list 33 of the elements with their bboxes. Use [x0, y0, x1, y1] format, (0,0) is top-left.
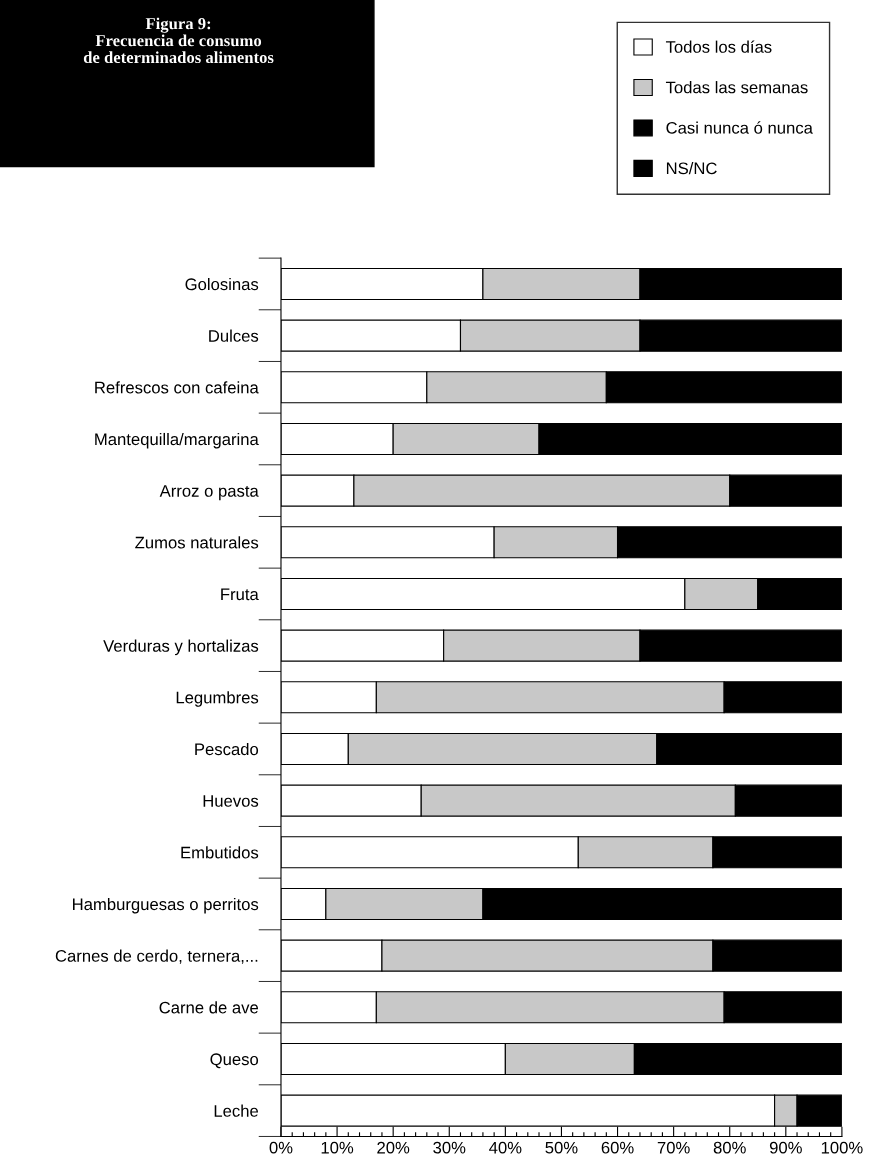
y-tick-label: Embutidos [181, 846, 259, 859]
x-tick-label: 30% [433, 1141, 466, 1154]
y-tick-label: Verduras y hortalizas [103, 639, 259, 656]
y-tick-label: Pescado [195, 742, 259, 756]
legend-label: Todos los días [665, 40, 772, 53]
y-tick-label: Fruta [221, 588, 259, 601]
y-tick-label: Zumos naturales [135, 536, 259, 549]
y-tick-label: Golosinas [185, 277, 259, 291]
legend-label: NS/NC [666, 161, 717, 175]
y-tick-label: Legumbres [176, 691, 259, 707]
x-tick-label: 0% [269, 1141, 293, 1154]
legend-label: Casi nunca ó nunca [666, 121, 813, 134]
y-tick-label: Carnes de cerdo, ternera,... [55, 949, 258, 964]
y-tick-label: Mantequilla/margarina [95, 432, 259, 449]
y-tick-label: Carne de ave [159, 1001, 259, 1014]
y-tick-label: Dulces [209, 329, 259, 342]
x-tick-label: 10% [321, 1141, 354, 1154]
x-tick-label: 60% [601, 1141, 634, 1154]
x-tick-label: 80% [713, 1141, 746, 1154]
y-tick-label: Huevos [203, 795, 259, 807]
chart-title: Figura 9: Frecuencia de consumo de determinados alimentos [83, 17, 274, 64]
y-tick-label: Refrescos con cafeina [95, 381, 259, 394]
y-tick-label: Arroz o pasta [159, 485, 259, 501]
y-tick-label: Leche [214, 1104, 259, 1117]
x-tick-label: 70% [657, 1141, 690, 1154]
y-tick-label: Queso [210, 1053, 259, 1069]
y-tick-label: Hamburguesas o perritos [73, 897, 259, 914]
x-tick-label: 40% [489, 1141, 522, 1154]
legend-label: Todas las semanas [665, 81, 808, 94]
x-tick-label: 100% [821, 1141, 863, 1154]
x-tick-label: 90% [769, 1141, 802, 1154]
x-tick-label: 50% [545, 1141, 578, 1154]
x-tick-label: 20% [377, 1141, 410, 1154]
